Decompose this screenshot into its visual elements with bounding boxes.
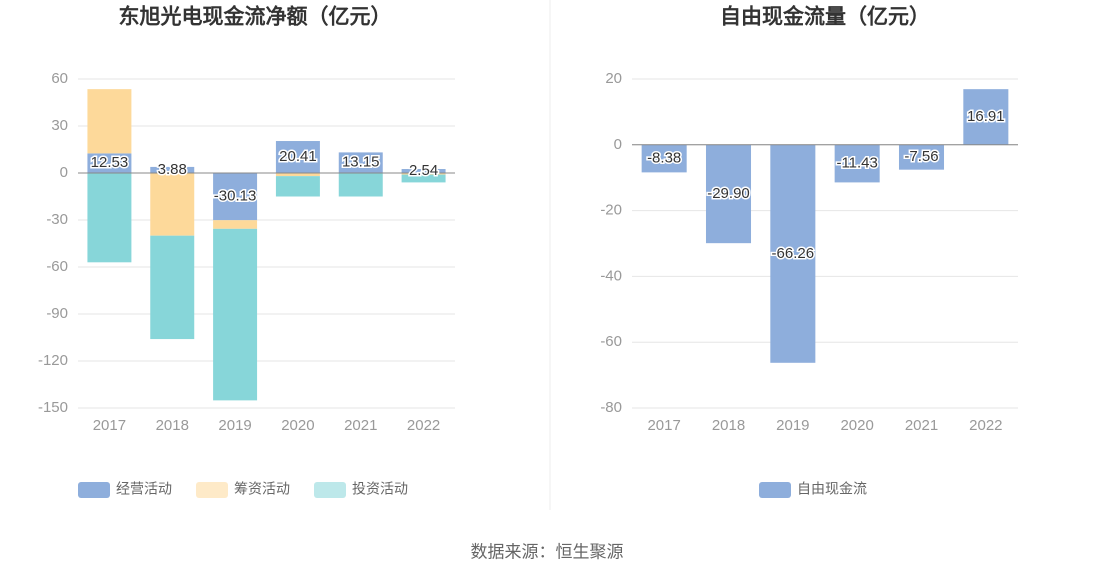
bar <box>150 166 195 173</box>
legend-label: 筹资活动 <box>234 481 290 497</box>
x-tick-label: 2019 <box>776 417 809 434</box>
x-tick-label: 2018 <box>712 417 745 434</box>
data-label: -66.26 <box>772 245 815 262</box>
x-tick-label: 2020 <box>840 417 873 434</box>
y-tick-label: 30 <box>51 117 68 134</box>
bar <box>87 173 132 263</box>
y-tick-label: -60 <box>600 333 622 350</box>
y-tick-label: -20 <box>600 202 622 219</box>
bar <box>705 144 752 244</box>
x-tick-label: 2021 <box>905 417 938 434</box>
y-tick-label: 60 <box>51 70 68 87</box>
y-tick-label: -120 <box>38 352 68 369</box>
x-tick-label: 2020 <box>281 417 314 434</box>
bar <box>338 152 383 173</box>
bar <box>275 176 320 197</box>
bar <box>401 169 446 173</box>
bar <box>641 144 687 173</box>
bar <box>213 228 258 401</box>
legend-label: 经营活动 <box>116 481 172 497</box>
data-label: 2.54 <box>409 162 438 179</box>
legend-swatch <box>78 482 110 498</box>
y-tick-label: 20 <box>605 70 622 87</box>
legend-label: 投资活动 <box>352 481 408 497</box>
legend-label: 自由现金流 <box>797 481 867 497</box>
y-tick-label: 0 <box>60 164 68 181</box>
legend-swatch <box>314 482 346 498</box>
x-tick-label: 2021 <box>344 417 377 434</box>
bar <box>770 144 816 363</box>
y-tick-label: 0 <box>614 136 622 153</box>
x-tick-label: 2017 <box>647 417 680 434</box>
y-tick-label: -80 <box>600 399 622 416</box>
y-tick-label: -30 <box>46 211 68 228</box>
bar <box>213 220 258 229</box>
bar <box>338 173 383 197</box>
y-tick-label: -60 <box>46 258 68 275</box>
y-tick-label: -150 <box>38 399 68 416</box>
data-label: -30.13 <box>214 188 257 205</box>
data-label: -11.43 <box>836 155 877 172</box>
bar <box>150 173 195 236</box>
bar <box>401 173 446 175</box>
chart-title: 东旭光电现金流净额（亿元） <box>119 5 392 29</box>
legend-swatch <box>196 482 228 498</box>
data-label: -7.56 <box>904 148 938 165</box>
x-tick-label: 2022 <box>969 417 1002 434</box>
bar <box>898 144 945 170</box>
data-label: 12.53 <box>91 154 129 171</box>
bar <box>963 89 1009 145</box>
x-tick-label: 2022 <box>407 417 440 434</box>
data-label: 3.88 <box>158 161 187 178</box>
bar <box>401 174 446 183</box>
bar <box>87 89 132 154</box>
bar <box>87 153 132 173</box>
bar <box>275 141 320 173</box>
bar <box>150 235 195 340</box>
bar <box>213 173 258 221</box>
x-tick-label: 2019 <box>218 417 251 434</box>
y-tick-label: -40 <box>600 267 622 284</box>
data-label: -8.38 <box>647 150 681 167</box>
data-label: -29.90 <box>707 185 750 202</box>
data-label: 16.91 <box>967 108 1005 125</box>
data-label: 20.41 <box>279 148 317 165</box>
x-tick-label: 2018 <box>156 417 189 434</box>
chart-title: 自由现金流量（亿元） <box>720 5 930 29</box>
legend-swatch <box>759 482 791 498</box>
source: 数据来源：恒生聚源 <box>471 542 624 561</box>
y-tick-label: -90 <box>46 305 68 322</box>
data-label: 13.15 <box>342 154 380 171</box>
x-tick-label: 2017 <box>93 417 126 434</box>
bar <box>275 173 320 177</box>
bar <box>834 144 880 183</box>
